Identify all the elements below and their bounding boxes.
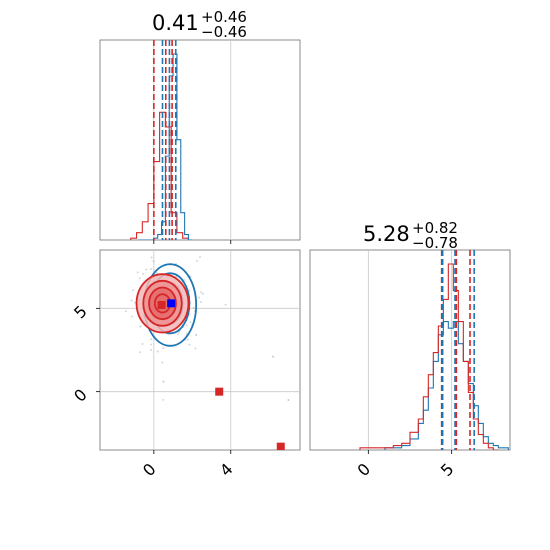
panel-param-1-hist [99,39,301,241]
scatter-point [145,268,148,271]
scatter-point [196,260,199,263]
panel-param-1-frame [99,39,301,241]
panel-param-2-hist [309,249,511,451]
scatter-point [95,277,97,279]
scatter-point [150,343,153,346]
scatter-point [155,272,158,275]
param-2-x-tick-label-0: 0 [354,459,375,480]
title-param-2: 5.28 +0.82 −0.78 [363,219,458,252]
scatter-point [189,321,192,324]
param-2-y-tick-label-1: 0 [70,385,91,406]
scatter-point [183,278,186,281]
scatter-point [224,303,227,306]
scatter-point [156,350,159,353]
title-param-2-value: 5.28 [363,222,410,246]
scatter-outlier-0 [162,380,165,383]
scatter-point [199,300,202,303]
scatter-point [142,272,145,275]
hist-param-1-blue [138,53,193,240]
marker-red-0 [157,301,166,309]
scatter-point [199,255,202,258]
scatter-point [192,306,195,309]
panel-2d-frame [99,249,301,451]
scatter-point [201,292,204,295]
panel-param-1-marks [130,40,193,240]
scatter-point [185,324,188,327]
scatter-outlier-3 [139,325,142,328]
scatter-point [150,348,153,351]
panel-2d-scatter [95,241,301,451]
panel-param-2-grid [367,250,453,450]
scatter-point [131,289,134,292]
hist-param-2-red [359,263,499,450]
scatter-point [185,332,188,335]
param-2-y-tick-label-0: 5 [70,302,91,323]
scatter-outlier-1 [272,355,275,358]
panel-param-2-marks [359,250,509,450]
hist-param-2-blue [384,321,509,450]
marker-red-2 [276,442,285,450]
scatter-point [141,343,144,346]
scatter-point [133,301,136,304]
scatter-point [194,347,197,350]
param-2-x-tick-label-1: 5 [437,459,458,480]
scatter-point [188,343,191,346]
hist-param-1-red [130,111,190,240]
scatter-point [136,271,139,274]
scatter-point [194,241,196,243]
scatter-outlier-2 [287,399,290,401]
panel-2d-grid [100,250,300,450]
scatter-point [177,333,180,336]
scatter-point [200,291,203,294]
scatter-point [186,338,189,341]
panel-param-2-frame [309,249,511,451]
param-1-x-tick-label-0: 0 [139,459,160,480]
scatter-point [130,315,133,318]
marker-blue [167,299,176,308]
scatter-point [161,361,164,364]
scatter-point [188,289,191,292]
scatter-point [150,268,153,271]
scatter-outlier-4 [195,334,198,336]
scatter-point [124,310,127,313]
scatter-point [162,346,165,349]
scatter-point [138,351,141,354]
title-param-2-plus: +0.82 [412,219,458,237]
scatter-point [150,338,153,341]
title-param-1-plus: +0.46 [201,8,247,26]
scatter-point [130,299,133,302]
scatter-point [162,398,165,401]
axis-ticks: 0 4 0 5 5 0 [70,240,457,480]
title-param-1: 0.41 +0.46 −0.46 [152,8,247,41]
scatter-point [152,260,155,263]
scatter-point [150,256,153,259]
panel-2d-marks [95,241,290,450]
title-param-2-minus: −0.78 [412,234,458,252]
param-1-x-tick-label-1: 4 [216,459,237,480]
marker-red-1 [215,387,224,396]
scatter-point [197,296,200,299]
title-param-1-minus: −0.46 [201,23,247,41]
title-param-1-value: 0.41 [152,11,199,35]
scatter-point [138,277,141,280]
